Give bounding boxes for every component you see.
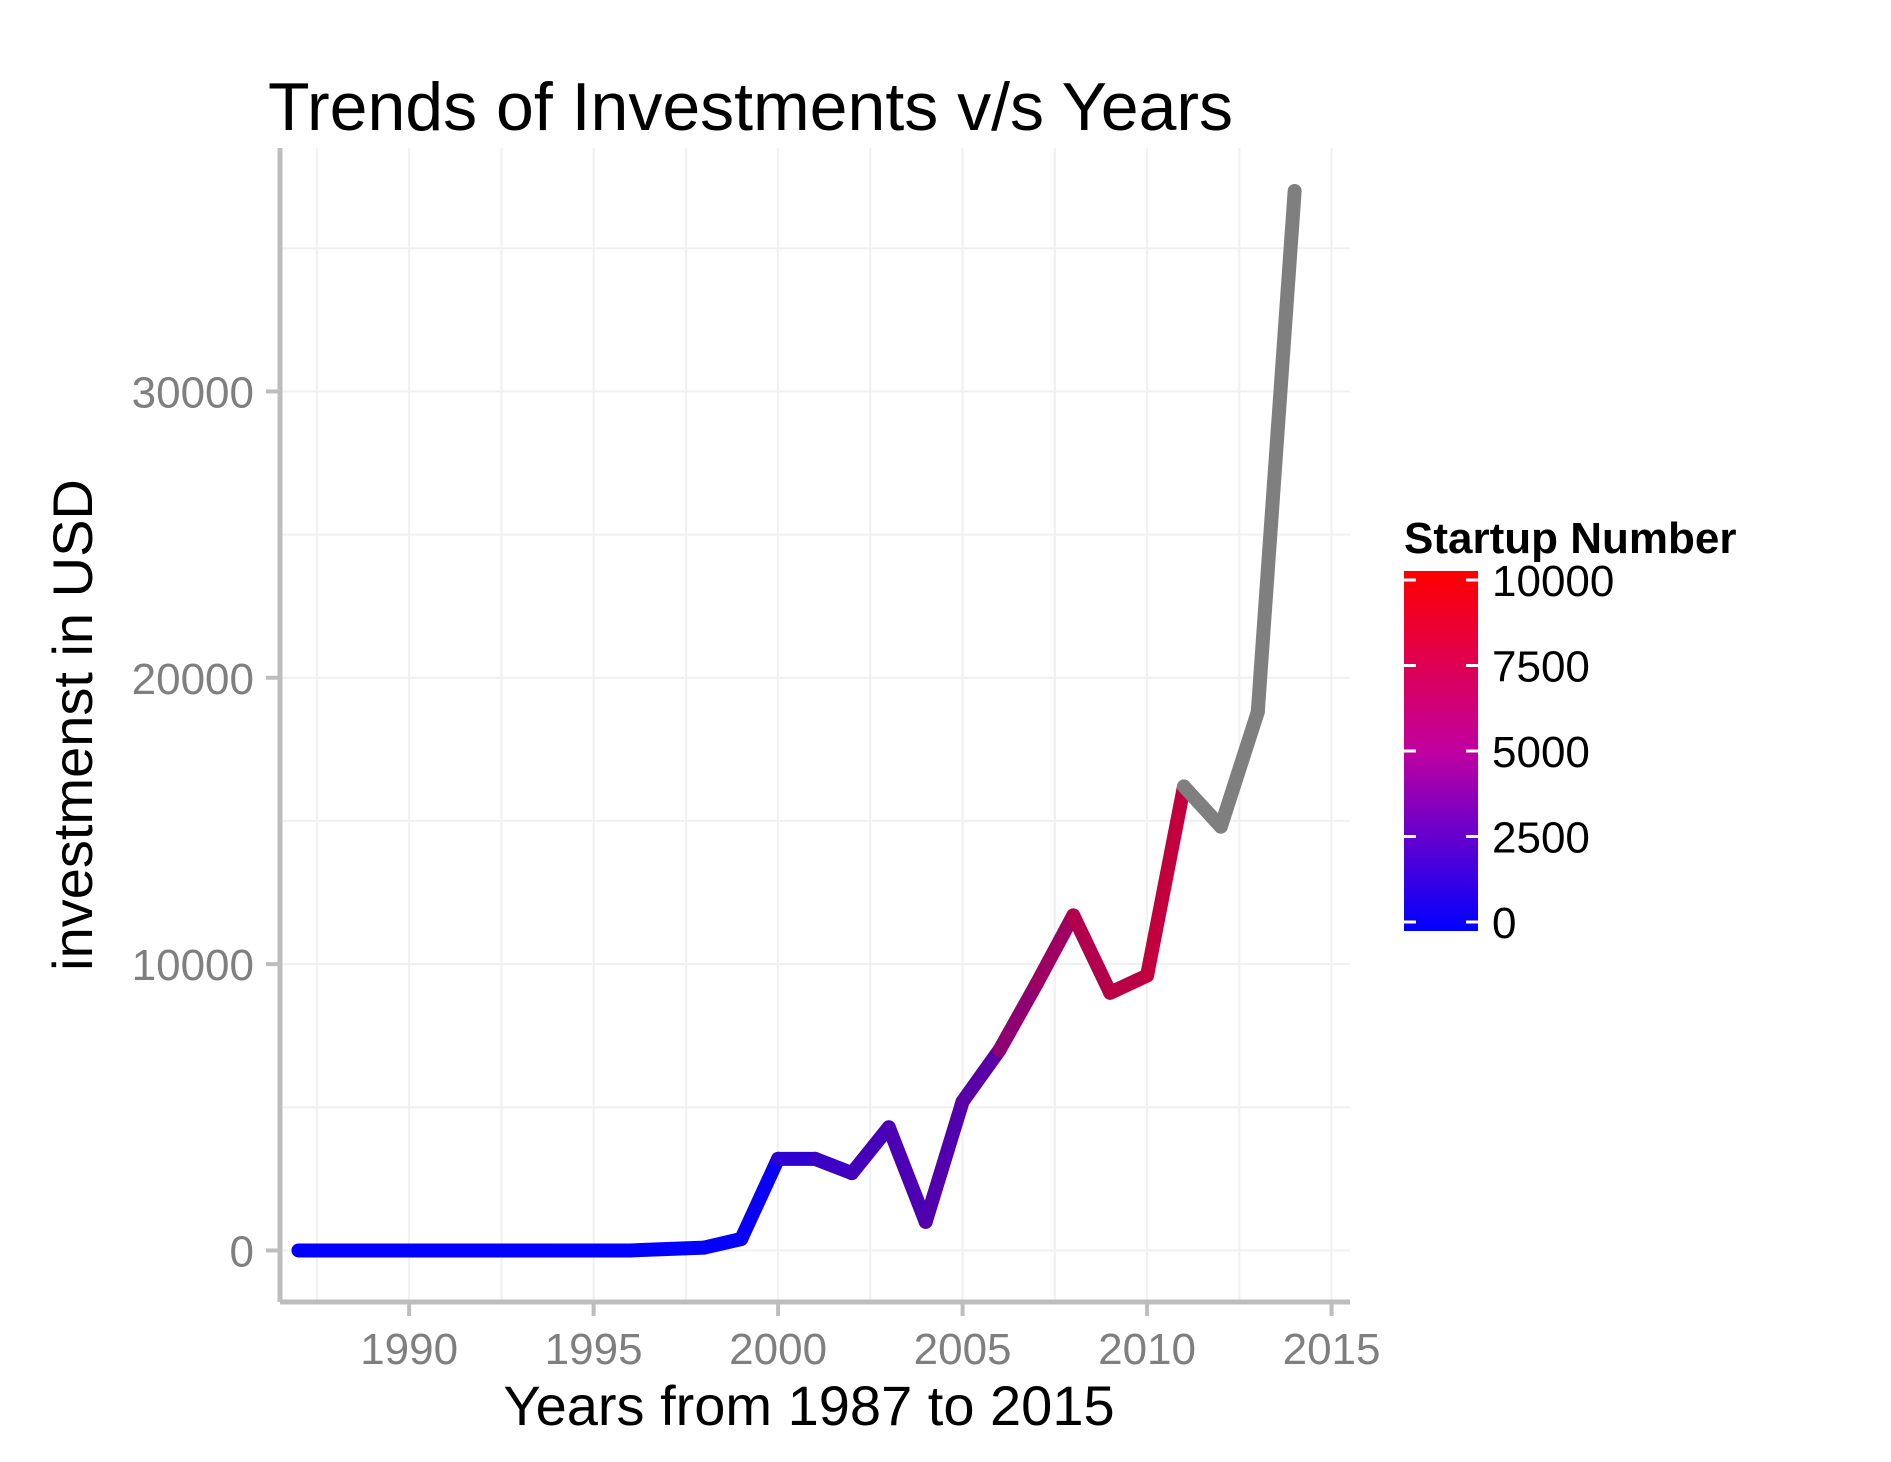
line-segment [1029, 908, 1081, 992]
legend-ticks: 0 2500 5000 7500 10000 [1404, 557, 1614, 948]
line-segment [918, 1094, 970, 1229]
legend-tick-label: 2500 [1492, 814, 1590, 863]
legend-tick-label: 7500 [1492, 643, 1590, 692]
y-tick-label: 0 [230, 1227, 254, 1276]
x-axis-title: Years from 1987 to 2015 [503, 1374, 1114, 1437]
y-axis-title: investmenst in USD [41, 479, 104, 971]
legend-colorbar [1404, 571, 1478, 931]
x-tick-label: 2005 [914, 1325, 1012, 1374]
line-segment [955, 1043, 1007, 1109]
y-tick-label: 20000 [132, 655, 254, 704]
line-series [291, 183, 1302, 1258]
y-tick-label: 30000 [132, 368, 254, 417]
line-segment [844, 1120, 896, 1181]
x-tick-label: 1990 [360, 1325, 458, 1374]
line-segment [1213, 705, 1265, 834]
line-segment [1250, 183, 1302, 720]
line-segment [992, 977, 1044, 1058]
grid-layer [280, 148, 1350, 1302]
x-tick-label: 2015 [1283, 1325, 1381, 1374]
legend-tick-label: 10000 [1492, 557, 1614, 606]
legend-tick-label: 0 [1492, 899, 1516, 948]
line-segment [734, 1151, 786, 1247]
chart-title: Trends of Investments v/s Years [268, 69, 1233, 145]
legend-title: Startup Number [1404, 514, 1736, 563]
line-segment [1140, 779, 1191, 983]
legend: Startup Number 0 2500 5000 7500 10000 [1404, 514, 1736, 948]
axis-layer: 1990 1995 2000 2005 2010 2015 0 10000 20000 30000 [132, 148, 1381, 1374]
x-tick-label: 1995 [545, 1325, 643, 1374]
x-tick-label: 2010 [1098, 1325, 1196, 1374]
line-segment [1066, 908, 1118, 1000]
line-segment [881, 1120, 933, 1229]
y-tick-label: 10000 [132, 941, 254, 990]
legend-tick-label: 5000 [1492, 728, 1590, 777]
x-tick-label: 2000 [729, 1325, 827, 1374]
line-segment [1176, 779, 1228, 834]
